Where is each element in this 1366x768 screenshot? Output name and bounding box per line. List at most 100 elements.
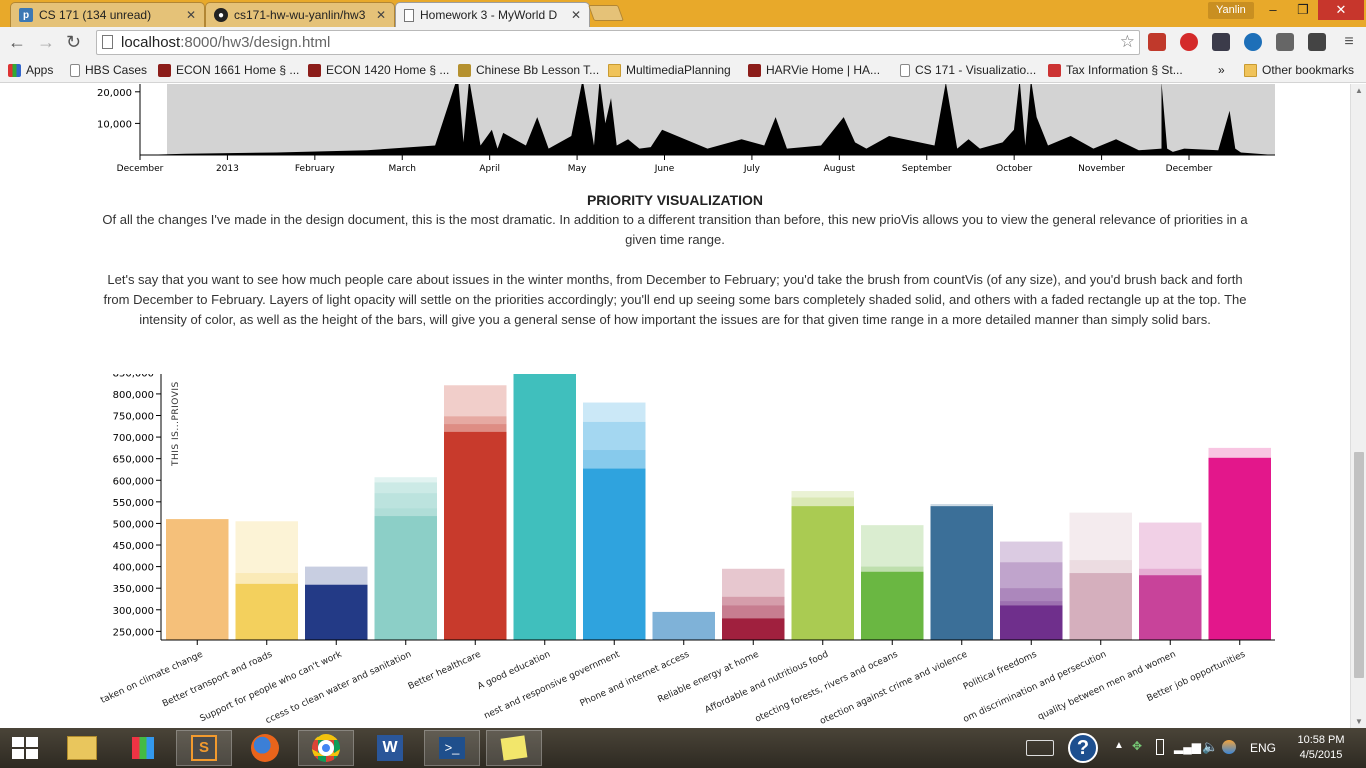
scroll-down-arrow-icon[interactable]: ▼ — [1355, 717, 1363, 726]
bar — [583, 468, 646, 640]
close-icon[interactable]: ✕ — [375, 8, 386, 22]
bookmark-other[interactable]: Other bookmarks — [1244, 63, 1354, 77]
x-tick-label: nest and responsive government — [483, 649, 622, 721]
clock-time: 10:58 PM — [1297, 734, 1345, 746]
close-window-button[interactable]: ✕ — [1318, 0, 1364, 20]
p-icon: p — [19, 8, 33, 22]
scroll-thumb[interactable] — [1354, 452, 1364, 678]
chart-title: THIS IS...PRIOVIS — [171, 381, 181, 467]
bookmark-econ1661[interactable]: ECON 1661 Home § ... — [158, 63, 299, 77]
bookmark-tax-info[interactable]: Tax Information § St... — [1048, 63, 1183, 77]
color-profile-icon[interactable] — [1222, 740, 1236, 754]
help-icon[interactable]: ? — [1068, 733, 1098, 763]
bookmarks-bar: Apps HBS Cases ECON 1661 Home § ... ECON… — [0, 58, 1366, 83]
bar — [861, 571, 924, 640]
x-tick-label: Better healthcare — [407, 649, 483, 692]
puzzle-icon[interactable] — [1276, 33, 1294, 51]
reload-button[interactable]: ↻ — [66, 32, 82, 52]
word-icon[interactable]: W — [362, 730, 418, 766]
battery-icon[interactable] — [1156, 739, 1164, 755]
y-tick-label: 300,000 — [113, 606, 154, 617]
close-icon[interactable]: ✕ — [185, 8, 196, 22]
bookmark-apps[interactable]: Apps — [8, 63, 53, 77]
extension-red-icon[interactable] — [1148, 33, 1166, 51]
language-indicator[interactable]: ENG — [1250, 741, 1277, 755]
x-tick-label: June — [654, 164, 675, 174]
show-hidden-icons-icon[interactable]: ▲ — [1114, 740, 1124, 751]
y-tick-label: 500,000 — [113, 519, 154, 530]
minimize-button[interactable]: – — [1269, 2, 1277, 17]
bookmark-hbs-cases[interactable]: HBS Cases — [70, 63, 147, 77]
back-button[interactable]: ← — [8, 32, 26, 52]
course-icon — [1048, 63, 1061, 77]
network-sync-icon[interactable]: ✥ — [1132, 739, 1143, 753]
bar — [1139, 575, 1202, 640]
bar — [444, 431, 507, 640]
windows-start-icon[interactable] — [12, 737, 38, 759]
bookmark-chinese-bb[interactable]: Chinese Bb Lesson T... — [458, 63, 599, 77]
bar — [513, 374, 576, 640]
bookmarks-overflow[interactable]: » — [1218, 63, 1225, 77]
taskbar: S W >_ ? ▲ ✥ ▂▄▆ 🔈 ENG 10:58 PM 4/5/2015 — [0, 728, 1366, 768]
pocket-icon[interactable] — [1212, 33, 1230, 51]
y-tick-label: 850,000 — [113, 374, 154, 379]
tab-title: cs171-hw-wu-yanlin/hw3 — [234, 8, 366, 22]
bookmark-label: ECON 1420 Home § ... — [326, 63, 450, 77]
y-tick-label: 650,000 — [113, 455, 154, 466]
apps-grid-icon[interactable] — [115, 730, 171, 766]
file-explorer-icon[interactable] — [54, 730, 110, 766]
harvard-shield-icon — [308, 63, 321, 77]
sublime-text-icon[interactable]: S — [176, 730, 232, 766]
bookmark-label: CS 171 - Visualizatio... — [915, 63, 1037, 77]
x-tick-label: December — [117, 164, 164, 174]
chrome-icon[interactable] — [298, 730, 354, 766]
tab-cs171-piazza[interactable]: p CS 171 (134 unread) ✕ — [10, 2, 205, 27]
clock-date: 4/5/2015 — [1299, 749, 1343, 761]
x-tick-label: February — [295, 164, 336, 174]
restore-button[interactable]: ❐ — [1297, 2, 1309, 17]
page-title: PRIORITY VISUALIZATION — [586, 192, 764, 208]
new-tab-button[interactable] — [588, 5, 624, 21]
clock[interactable]: 10:58 PM 4/5/2015 — [1286, 733, 1356, 763]
y-tick-label: 20,000 — [97, 88, 132, 99]
powershell-icon[interactable]: >_ — [424, 730, 480, 766]
system-tray: ? ▲ ✥ ▂▄▆ 🔈 ENG 10:58 PM 4/5/2015 — [1016, 728, 1366, 768]
y-tick-label: 400,000 — [113, 563, 154, 574]
priority-bar-chart: 850,000 800,000 750,000 700,000 650,000 600,0… — [99, 374, 1275, 724]
bar — [722, 618, 785, 640]
profile-button[interactable]: Yanlin — [1208, 2, 1254, 19]
bookmark-star-icon[interactable]: ☆ — [1119, 32, 1135, 51]
bookmark-label: HARVie Home | HA... — [766, 63, 881, 77]
close-icon[interactable]: ✕ — [570, 8, 581, 22]
firefox-icon[interactable] — [237, 730, 293, 766]
bar — [791, 506, 854, 640]
extension-dark-icon[interactable] — [1308, 33, 1326, 51]
x-tick-label: April — [479, 164, 500, 174]
scroll-up-arrow-icon[interactable]: ▲ — [1355, 86, 1363, 95]
volume-icon[interactable]: 🔈 — [1202, 739, 1219, 754]
chevron-icon: » — [1218, 63, 1225, 77]
sticky-notes-icon[interactable] — [486, 730, 542, 766]
vertical-scrollbar[interactable]: ▲ ▼ — [1350, 84, 1366, 728]
y-tick-label: 600,000 — [113, 476, 154, 487]
x-tick-label: om discrimination and persecution — [962, 650, 1108, 724]
address-bar[interactable]: localhost:8000/hw3/design.html ☆ — [96, 30, 1140, 55]
bookmark-econ1420[interactable]: ECON 1420 Home § ... — [308, 63, 449, 77]
count-area-chart[interactable]: 20,000 10,000 December 2013 February March Apr… — [0, 84, 1350, 184]
bookmark-multimedia-planning[interactable]: MultimediaPlanning — [608, 63, 731, 77]
bookmark-cs171[interactable]: CS 171 - Visualizatio... — [900, 63, 1036, 77]
bookmark-harvie[interactable]: HARVie Home | HA... — [748, 63, 880, 77]
extension-stop-icon[interactable] — [1180, 33, 1198, 51]
extension-blue-circle-icon[interactable] — [1244, 33, 1262, 51]
tab-homework3[interactable]: Homework 3 - MyWorld D ✕ — [395, 2, 590, 27]
tab-github[interactable]: ● cs171-hw-wu-yanlin/hw3 ✕ — [205, 2, 395, 27]
x-tick-label: November — [1078, 164, 1125, 174]
y-tick-label: 700,000 — [113, 433, 154, 444]
forward-button[interactable]: → — [37, 32, 55, 52]
x-tick-label: December — [1166, 164, 1213, 174]
page-icon — [102, 35, 113, 49]
keyboard-icon[interactable] — [1026, 740, 1054, 756]
wifi-signal-icon[interactable]: ▂▄▆ — [1174, 740, 1201, 754]
menu-icon[interactable]: ≡ — [1344, 33, 1354, 50]
bar — [1069, 573, 1132, 640]
